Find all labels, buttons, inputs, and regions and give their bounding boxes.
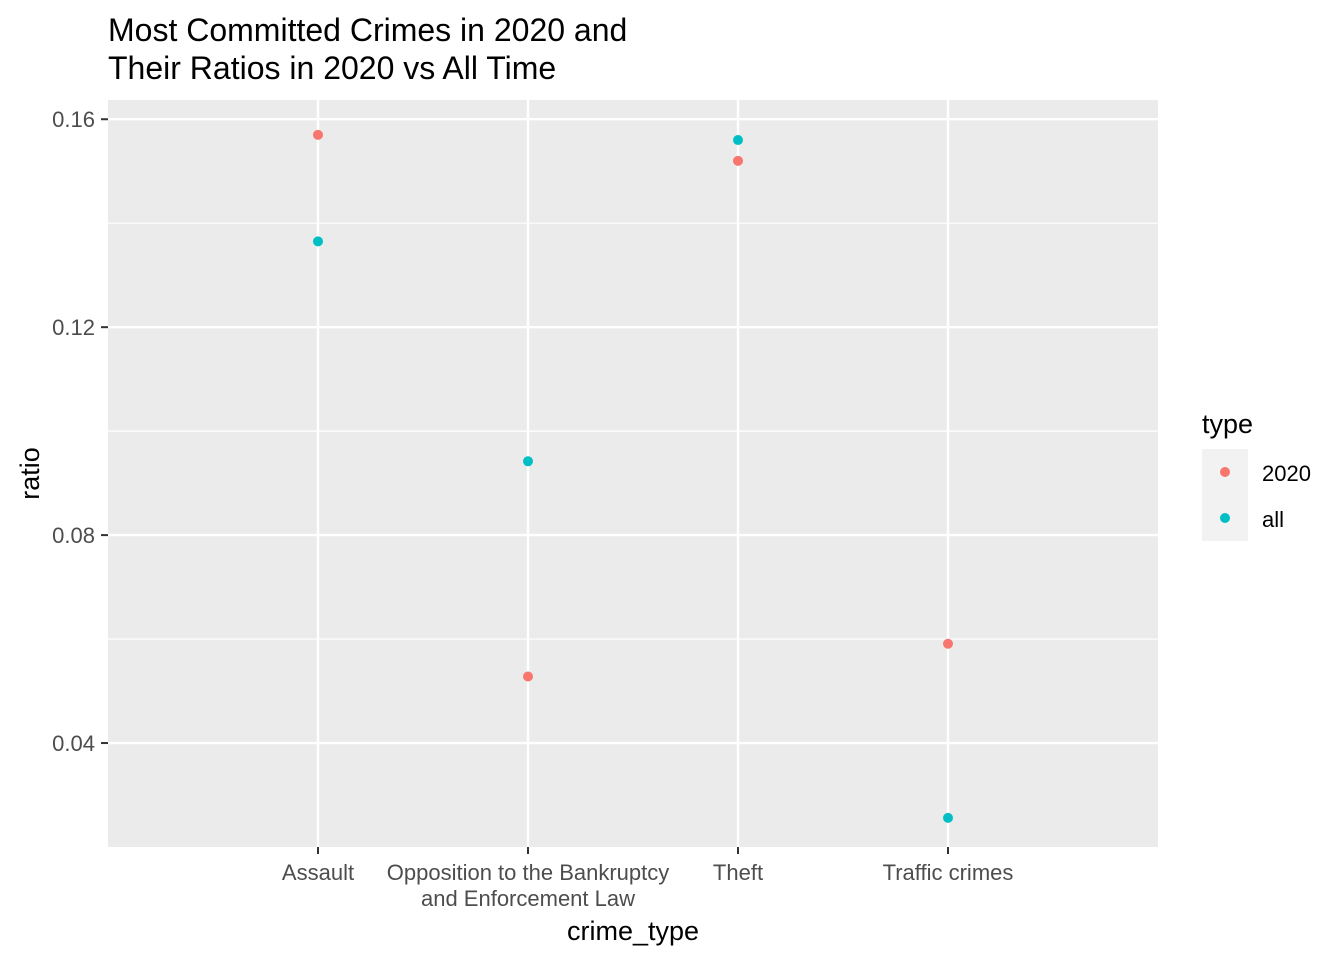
legend-keys-background [1202,449,1248,541]
data-point-2020 [313,129,323,140]
x-axis-title: crime_type [567,916,699,946]
minor-gridlines [108,222,1158,640]
x-tick-label: Traffic crimes [883,860,1014,885]
data-point-2020 [733,155,743,166]
y-tick-label: 0.16 [52,107,95,132]
x-tick-label: Opposition to the Bankruptcy and Enforcem… [387,860,670,911]
major-gridlines [108,100,1158,847]
legend-label: all [1262,507,1284,532]
legend-entries: 2020 all [1220,461,1311,532]
y-tick-label: 0.08 [52,523,95,548]
x-axis-ticks: Assault Opposition to the Bankruptcy and E… [282,847,1013,911]
data-point-2020 [943,638,953,649]
legend-label: 2020 [1262,461,1311,486]
data-point-all [733,135,743,146]
plot-panel [108,100,1158,847]
legend-key-all [1220,513,1230,523]
data-point-all [523,456,533,467]
y-tick-label: 0.12 [52,315,95,340]
y-axis-title: ratio [15,447,45,500]
x-tick-label: Theft [713,860,763,885]
data-points [313,129,953,823]
x-tick-label: Assault [282,860,354,885]
legend: type 2020 all [1202,409,1311,541]
chart-title-line: Their Ratios in 2020 vs All Time [108,50,556,86]
legend-key-2020 [1220,467,1230,477]
y-axis-ticks: 0.04 0.08 0.12 0.16 [52,107,108,756]
legend-title: type [1202,409,1253,439]
data-point-all [313,236,323,247]
data-point-all [943,812,953,823]
chart-title-line: Most Committed Crimes in 2020 and [108,12,627,48]
y-tick-label: 0.04 [52,731,95,756]
data-point-2020 [523,671,533,682]
